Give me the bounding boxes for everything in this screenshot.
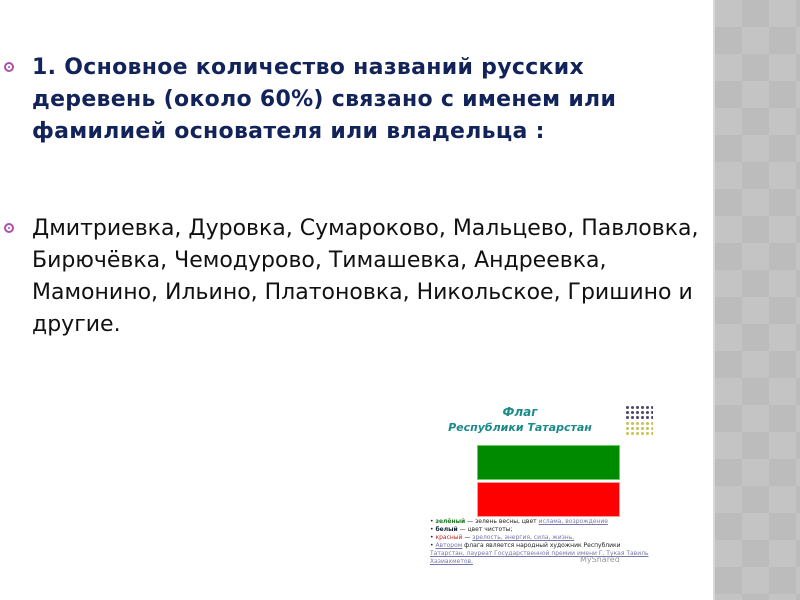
list-item: Автором флага является народный художник… (430, 542, 655, 566)
decorative-dots-icon (625, 421, 653, 437)
village-list-paragraph: Дмитриевка, Дуровка, Сумароково, Мальцев… (32, 216, 699, 337)
heading-paragraph: 1. Основное количество названий русских … (32, 55, 617, 144)
list-item: белый — цвет чистоты; (430, 526, 655, 534)
watermark: MyShared (580, 555, 620, 564)
flag-green-stripe (477, 445, 620, 480)
tatarstan-flag-image: Флаг Республики Татарстан зелёный — зеле… (420, 397, 660, 575)
flag-notes-list: зелёный — зелень весны, цвет ислама, воз… (430, 518, 655, 566)
list-item: зелёный — зелень весны, цвет ислама, воз… (430, 518, 655, 526)
list-item: красный — зрелость, энергия, сила, жизнь… (430, 534, 655, 542)
decorative-sidebar (713, 0, 800, 600)
flag-red-stripe (477, 482, 620, 517)
picture-title-line1: Флаг (502, 405, 538, 419)
circle-bullet-icon (4, 223, 14, 233)
picture-title-line2: Республики Татарстан (448, 421, 592, 434)
circle-bullet-icon (4, 62, 14, 72)
